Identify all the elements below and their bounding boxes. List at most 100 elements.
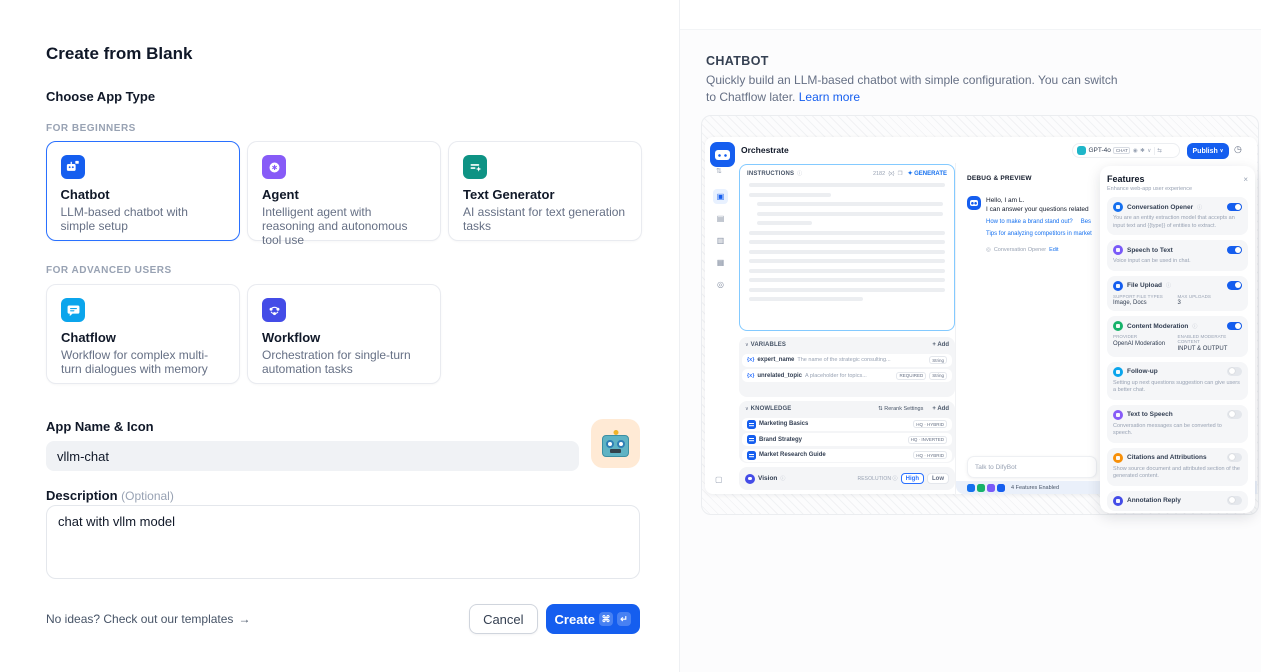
annotation-reply-icon — [1113, 495, 1123, 506]
conversation-opener-icon — [1113, 202, 1123, 212]
chevron-down-icon: ∨ — [745, 406, 749, 412]
group-label-beginners: FOR BEGINNERS — [46, 123, 136, 134]
app-type-card-chatflow[interactable]: Chatflow Workflow for complex multi-turn… — [46, 284, 240, 384]
preview-sidebar-icon: ▦ — [716, 258, 725, 267]
app-icon-picker[interactable] — [591, 419, 640, 468]
preview-knowledge-section: ∨ KNOWLEDGE ⇅ Rerank Settings + Add Mark… — [739, 401, 955, 463]
preview-vision-row: Vision ⓘ RESOLUTION ⓘ High Low — [739, 467, 955, 490]
app-type-card-workflow[interactable]: Workflow Orchestration for single-turn a… — [247, 284, 441, 384]
dataset-icon — [747, 435, 756, 444]
close-icon: × — [1243, 174, 1248, 184]
app-type-name: Workflow — [262, 330, 321, 345]
create-button[interactable]: Create ⌘ ↵ — [545, 604, 640, 634]
info-icon: ⓘ — [1166, 283, 1172, 289]
toggle — [1227, 410, 1242, 419]
preview-config-column: INSTRUCTIONS ⓘ 2182 {x} ❐ ✦ GENERATE — [739, 137, 955, 494]
chevron-down-icon: ∨ — [1147, 147, 1152, 154]
app-type-card-chatbot[interactable]: Chatbot LLM-based chatbot with simple se… — [46, 141, 240, 241]
preview-sidebar-orchestrate-icon: ▣ — [713, 189, 728, 204]
arrow-right-icon: → — [238, 612, 251, 626]
feature-item-file-upload: File Upload ⓘ SUPPORT FILE TYPES Image, … — [1107, 275, 1248, 311]
app-type-desc: LLM-based chatbot with simple setup — [60, 204, 188, 233]
toggle — [1227, 281, 1242, 290]
model-settings-icon: ✱ — [1140, 147, 1145, 154]
app-name-input[interactable] — [46, 441, 579, 471]
feature-chip-icon — [977, 483, 985, 492]
description-textarea[interactable]: chat with vllm model — [46, 505, 640, 579]
panel-top-strip — [680, 0, 1261, 30]
feature-item-conversation-opener: Conversation Opener ⓘ You are an entity … — [1107, 197, 1248, 235]
index-mode-badge: HQ · HYBRID — [913, 451, 947, 459]
toggle — [1227, 367, 1242, 376]
knowledge-row: Marketing Basics HQ · HYBRID — [742, 417, 952, 431]
preview-sidebar: ▣ ▤ ▥ ▦ ◎ — [713, 189, 728, 292]
char-count: 2182 — [872, 170, 886, 177]
generate-label: GENERATE — [914, 170, 947, 177]
feature-item-citations: Citations and Attributions Show source d… — [1107, 447, 1248, 486]
suggested-question: Tips for analyzing competitors in market — [986, 231, 1092, 237]
chatflow-icon — [61, 298, 85, 322]
templates-link[interactable]: No ideas? Check out our templates → — [46, 612, 251, 626]
learn-more-link[interactable]: Learn more — [798, 90, 861, 104]
vision-icon — [745, 473, 755, 484]
type-badge: String — [929, 356, 947, 364]
app-type-name: Chatbot — [60, 186, 110, 202]
debug-preview-label: DEBUG & PREVIEW — [967, 175, 1032, 182]
preview-sidebar-icon: ▥ — [716, 236, 725, 245]
compare-icon: ⇆ — [1157, 147, 1162, 154]
preview-heading: CHATBOT — [706, 54, 769, 68]
preview-instructions-panel: INSTRUCTIONS ⓘ 2182 {x} ❐ ✦ GENERATE — [739, 164, 955, 331]
text-generator-icon — [463, 155, 487, 179]
feature-chip-icon — [987, 483, 995, 492]
feature-item-content-moderation: Content Moderation ⓘ PROVIDER OpenAI Mod… — [1107, 316, 1248, 357]
required-badge: REQUIRED — [896, 371, 927, 380]
feature-chip-icon — [967, 483, 975, 492]
index-mode-badge: HQ · INVERTED — [907, 435, 947, 444]
preview-model-selector: GPT-4o CHAT ◉ ✱ ∨ ⇆ — [1072, 143, 1180, 158]
agent-icon: ✱ — [262, 155, 286, 179]
toggle — [1227, 321, 1242, 331]
variable-token-icon: {x} — [888, 170, 895, 177]
cancel-button[interactable]: Cancel — [469, 604, 538, 634]
variable-row: {x} expert_name The name of the strategi… — [742, 353, 952, 367]
group-label-advanced: FOR ADVANCED USERS — [46, 265, 172, 276]
type-badge: String — [929, 371, 947, 380]
variable-token-icon: {x} — [747, 372, 755, 379]
preview-history-icon: ◷ — [1234, 144, 1242, 154]
bot-message: Hello, I am L. I can answer your questio… — [967, 196, 1257, 253]
description-label: Description (Optional) — [46, 488, 174, 503]
rerank-settings-button: ⇅ Rerank Settings — [878, 406, 924, 412]
app-type-card-text-generator[interactable]: Text Generator AI assistant for text gen… — [448, 141, 642, 241]
beginner-app-type-cards: Chatbot LLM-based chatbot with simple se… — [46, 141, 642, 247]
resolution-high-chip: High — [900, 473, 924, 484]
preview-description: Quickly build an LLM-based chatbot with … — [706, 73, 1118, 104]
add-knowledge-button: + Add — [932, 406, 949, 412]
toggle — [1227, 453, 1242, 462]
preview-swap-icon: ⇅ — [716, 168, 722, 175]
app-type-name: Chatflow — [61, 330, 116, 345]
preview-publish-button: Publish ∨ — [1187, 143, 1229, 159]
chevron-down-icon: ∨ — [745, 342, 749, 348]
instructions-label: INSTRUCTIONS — [747, 170, 795, 177]
feature-item-text-to-speech: Text to Speech Conversation messages can… — [1107, 404, 1248, 443]
preview-features-panel: Features × Enhance web-app user experien… — [1100, 166, 1255, 513]
advanced-app-type-cards: Chatflow Workflow for complex multi-turn… — [46, 284, 441, 384]
variable-token-icon: {x} — [747, 357, 755, 363]
chatbot-icon — [60, 154, 85, 179]
opener-badge-icon: ◎ — [986, 247, 991, 253]
info-icon: ⓘ — [892, 476, 898, 482]
feature-item-follow-up: Follow-up Setting up next questions sugg… — [1107, 361, 1248, 400]
toggle — [1227, 202, 1242, 212]
app-preview-image: ⇅ ▣ ▤ ▥ ▦ ◎ ▢ Orchestrate GPT-4o CHAT ◉ … — [701, 115, 1259, 515]
svg-text:✱: ✱ — [271, 163, 277, 171]
text-to-speech-icon — [1113, 409, 1123, 420]
app-type-card-agent[interactable]: ✱ Agent Intelligent agent with reasoning… — [247, 141, 441, 247]
model-mode-badge: CHAT — [1113, 147, 1131, 154]
app-type-desc: Workflow for complex multi-turn dialogue… — [61, 348, 209, 376]
toggle — [1227, 245, 1242, 255]
variables-label: VARIABLES — [750, 342, 786, 348]
divider — [1153, 146, 1155, 155]
rerank-icon: ⇅ — [878, 406, 883, 412]
feature-item-speech-to-text: Speech to Text Voice input can be used i… — [1107, 240, 1248, 271]
